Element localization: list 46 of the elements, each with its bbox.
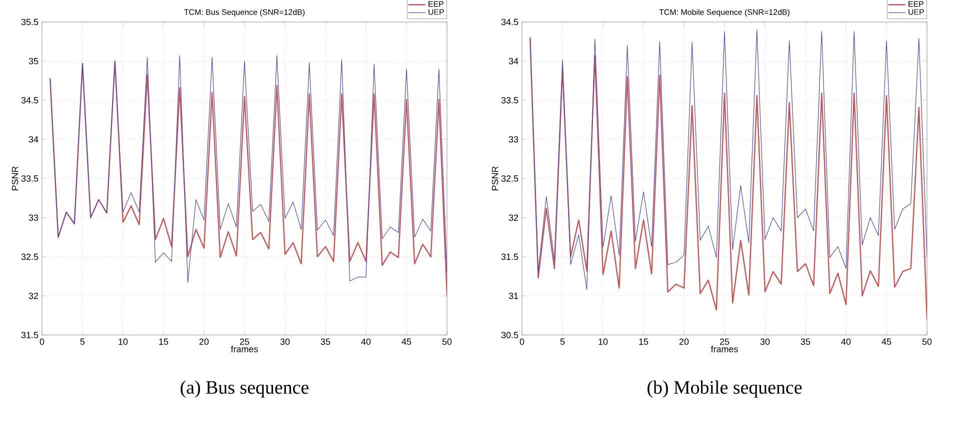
x-tick-label: 25 (240, 338, 250, 345)
y-tick-label: 35.5 (21, 18, 38, 26)
x-tick-label: 25 (720, 338, 730, 345)
x-tick-label: 0 (40, 338, 44, 345)
y-tick-label: 35 (28, 58, 38, 64)
y-tick-label: 32 (28, 292, 38, 300)
y-tick-label: 32 (508, 214, 518, 221)
y-tick-label: 34.5 (501, 18, 518, 26)
y-tick-label: 31.5 (21, 332, 38, 338)
x-tick-label: 50 (922, 338, 932, 345)
y-tick-label: 30.5 (501, 332, 518, 338)
x-tick-label: 30 (760, 338, 770, 345)
x-tick-label: 40 (361, 338, 371, 345)
x-tick-label: 20 (199, 338, 209, 345)
x-tick-label: 35 (320, 338, 330, 345)
x-tick-label: 15 (639, 338, 648, 345)
x-tick-label: 30 (280, 338, 290, 345)
y-tick-label: 34 (508, 58, 518, 64)
y-tick-label: 33 (28, 214, 38, 221)
text: (a) Bus sequence (180, 380, 308, 398)
y-tick-label: 33 (508, 136, 518, 143)
y-axis-title: PSNR (12, 166, 18, 190)
y-tick-label: 34.5 (21, 97, 38, 104)
x-axis-title: frames (230, 346, 258, 352)
x-tick-label: 5 (80, 338, 85, 345)
x-tick-label: 35 (800, 338, 810, 345)
x-tick-label: 50 (442, 338, 452, 345)
x-tick-label: 10 (598, 338, 608, 345)
x-axis-title: frames (710, 346, 738, 352)
x-tick-label: 45 (402, 338, 412, 345)
x-tick-label: 0 (520, 338, 524, 345)
y-tick-label: 32.5 (21, 254, 38, 260)
y-tick-label: 33.5 (501, 97, 518, 104)
x-tick-label: 15 (159, 338, 168, 345)
x-tick-label: 40 (841, 338, 851, 345)
y-tick-label: 32.5 (501, 175, 518, 182)
y-tick-label: 34 (28, 136, 38, 143)
y-axis-title: PSNR (492, 166, 498, 190)
y-tick-label: 33.5 (21, 175, 38, 182)
x-tick-label: 10 (118, 338, 128, 345)
x-tick-label: 5 (560, 338, 565, 345)
text: (b) Mobile sequence (648, 380, 802, 398)
x-tick-label: 20 (679, 338, 689, 345)
y-tick-label: 31.5 (501, 254, 518, 260)
x-tick-label: 45 (882, 338, 892, 345)
y-tick-label: 31 (508, 292, 518, 300)
